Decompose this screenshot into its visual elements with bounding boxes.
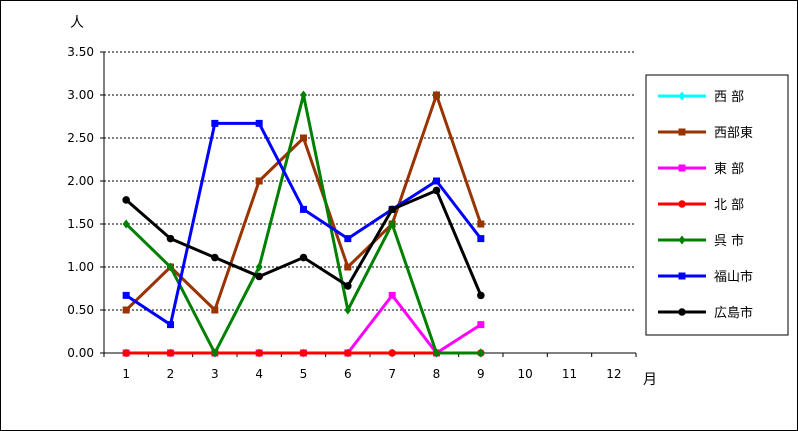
y-tick-labels: 0.00 0.50 1.00 1.50 2.00 2.50 3.00 3.50: [67, 45, 94, 360]
y-tick-label: 0.50: [67, 303, 94, 317]
data-point: [122, 349, 130, 357]
data-point: [122, 291, 130, 299]
data-point: [388, 205, 396, 214]
y-tick-label: 2.00: [67, 174, 94, 188]
data-point: [388, 219, 396, 229]
x-tick-label: 11: [562, 367, 577, 381]
data-point: [300, 205, 307, 213]
data-point: [388, 349, 396, 357]
data-point: [166, 349, 175, 357]
legend-item: 広島市: [658, 305, 753, 321]
legend-swatch-marker: [678, 128, 686, 136]
x-unit-label: 月: [643, 372, 657, 388]
data-point: [122, 196, 130, 204]
data-point: [344, 235, 352, 243]
legend-item: 西 部: [658, 90, 744, 105]
legend-label: 福山市: [714, 269, 753, 285]
x-tick-labels: 1 2 3 4 5 6 7 8 9 10 11 12: [122, 367, 621, 381]
x-tick-label: 6: [344, 367, 352, 381]
legend-label: 広島市: [714, 305, 753, 321]
data-point: [433, 177, 440, 185]
legend-swatch-marker: [678, 235, 686, 245]
data-point: [211, 348, 219, 358]
series-4: [122, 349, 485, 357]
legend-swatch-marker: [678, 200, 686, 208]
data-point: [477, 348, 485, 358]
legend-swatch-marker: [678, 164, 686, 172]
legend-item: 呉 市: [658, 233, 744, 249]
data-point: [299, 253, 308, 262]
legend-swatch-marker: [678, 308, 686, 316]
y-tick-label: 1.50: [67, 217, 94, 231]
data-point: [388, 291, 396, 299]
x-tick-label: 5: [300, 367, 308, 381]
data-point: [211, 306, 219, 314]
legend-label: 呉 市: [714, 233, 744, 249]
data-point: [299, 349, 308, 357]
data-point: [477, 321, 485, 329]
x-tick-label: 2: [167, 367, 175, 381]
x-tick-label: 10: [518, 367, 533, 381]
data-point: [167, 262, 174, 272]
data-point: [344, 282, 352, 290]
data-point: [255, 272, 263, 281]
data-point: [211, 253, 219, 262]
legend-label: 東 部: [714, 161, 744, 177]
data-point: [255, 177, 263, 185]
axes: [100, 51, 637, 357]
y-tick-label: 3.00: [67, 88, 94, 102]
y-tick-label: 3.50: [67, 45, 94, 59]
data-point: [122, 219, 130, 229]
data-point: [344, 349, 352, 357]
legend-swatch-marker: [678, 272, 686, 280]
x-tick-label: 1: [122, 367, 130, 381]
data-point: [300, 134, 307, 142]
data-point: [122, 306, 130, 314]
gridlines: [104, 51, 636, 311]
x-tick-label: 12: [606, 367, 621, 381]
data-point: [432, 186, 441, 195]
series-7: [122, 186, 485, 300]
y-tick-label: 2.50: [67, 131, 94, 145]
data-point: [433, 91, 440, 99]
y-tick-label: 1.00: [67, 260, 94, 274]
data-point: [344, 305, 352, 315]
series-5: [122, 90, 485, 358]
data-point: [344, 263, 352, 271]
data-point: [255, 262, 263, 272]
data-point: [433, 348, 440, 358]
data-point: [477, 235, 485, 243]
data-point: [477, 220, 485, 228]
x-tick-label: 8: [433, 367, 441, 381]
data-point: [255, 349, 263, 357]
data-point: [300, 90, 307, 100]
x-tick-label: 7: [388, 367, 396, 381]
legend-item: 西部東: [658, 125, 753, 141]
series-6: [122, 119, 485, 329]
data-point: [255, 119, 263, 127]
x-tick-label: 4: [255, 367, 263, 381]
data-point: [211, 119, 219, 127]
legend-item: 北 部: [658, 198, 744, 213]
x-tick-label: 3: [211, 367, 219, 381]
series-line: [125, 94, 481, 357]
data-point: [477, 291, 485, 300]
y-unit-label: 人: [70, 15, 84, 31]
legend-label: 西部東: [714, 125, 753, 141]
legend-label: 西 部: [714, 90, 744, 105]
data-point: [166, 234, 175, 243]
legend-item: 東 部: [658, 161, 744, 177]
legend-item: 福山市: [658, 269, 753, 285]
y-tick-label: 0.00: [67, 346, 94, 360]
data-point: [167, 321, 174, 329]
x-tick-label: 9: [477, 367, 485, 381]
series-line: [125, 121, 483, 328]
series-lines: [122, 90, 485, 358]
legend-label: 北 部: [714, 198, 744, 213]
legend-swatch-marker: [678, 91, 686, 101]
